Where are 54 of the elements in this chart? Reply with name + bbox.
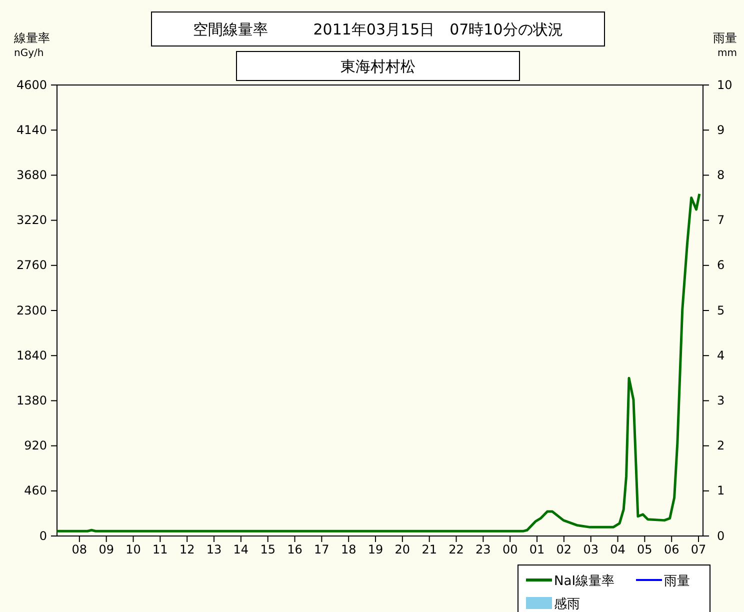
y-axis-title: 線量率 nGy/h — [13, 31, 50, 59]
y2-tick-label: 3 — [717, 394, 725, 408]
y-tick-label: 3220 — [16, 213, 47, 228]
x-tick-label: 19 — [368, 542, 384, 557]
y2-tick-label: 6 — [717, 258, 725, 272]
chart-title: 空間線量率 2011年03月15日 07時10分の状況 — [193, 20, 563, 38]
y-tick-label: 0 — [39, 528, 47, 543]
y2-tick-label: 4 — [717, 348, 725, 362]
y2-tick-label: 9 — [717, 122, 725, 137]
x-tick-label: 21 — [422, 542, 437, 557]
legend-label: 雨量 — [664, 574, 690, 589]
x-tick-label: 16 — [287, 542, 302, 557]
x-tick-label: 22 — [448, 542, 464, 557]
y-tick-label: 460 — [24, 484, 47, 498]
x-tick-label: 23 — [476, 542, 491, 557]
y-tick-label: 2760 — [16, 258, 47, 272]
y2-tick-label: 1 — [717, 484, 725, 498]
y2-tick-label: 7 — [717, 213, 725, 228]
y2-tick-label: 2 — [717, 438, 725, 453]
x-tick-label: 14 — [233, 542, 249, 557]
x-tick-label: 06 — [664, 542, 680, 557]
line-series — [56, 192, 701, 532]
y-tick-label: 4600 — [16, 78, 47, 92]
y-tick-label: 3680 — [16, 168, 47, 182]
legend-label: 感雨 — [554, 597, 580, 612]
x-tick-label: 11 — [152, 542, 168, 557]
y2-tick-label: 10 — [717, 78, 732, 92]
x-tick-label: 15 — [260, 542, 276, 557]
x-tick-label: 13 — [206, 542, 222, 557]
y-tick-label: 1380 — [16, 394, 47, 408]
y2-tick-label: 5 — [717, 303, 725, 318]
x-tick-label: 12 — [179, 542, 195, 557]
y-tick-label: 920 — [24, 438, 47, 453]
x-tick-label: 18 — [340, 542, 356, 557]
x-tick-label: 01 — [529, 542, 545, 557]
y2-axis-title: 雨量 mm — [713, 31, 737, 59]
x-tick-label: 10 — [126, 542, 141, 557]
x-tick-label: 09 — [98, 542, 114, 557]
legend-label: NaI線量率 — [554, 573, 615, 589]
x-tick-label: 02 — [556, 542, 572, 557]
y-tick-label: 4140 — [16, 122, 47, 137]
y-tick-label: 1840 — [16, 348, 47, 362]
x-tick-label: 05 — [637, 542, 652, 557]
chart-subtitle: 東海村村松 — [340, 57, 416, 76]
x-tick-label: 00 — [502, 542, 518, 557]
x-tick-label: 20 — [394, 542, 410, 557]
x-tick-label: 04 — [610, 542, 626, 557]
y2-tick-label: 0 — [717, 528, 725, 543]
x-tick-label: 08 — [72, 542, 88, 557]
y2-tick-label: 8 — [717, 168, 725, 182]
x-tick-label: 07 — [690, 542, 706, 557]
x-tick-label: 03 — [583, 542, 598, 557]
x-tick-label: 17 — [314, 542, 330, 557]
y-tick-label: 2300 — [16, 303, 47, 318]
